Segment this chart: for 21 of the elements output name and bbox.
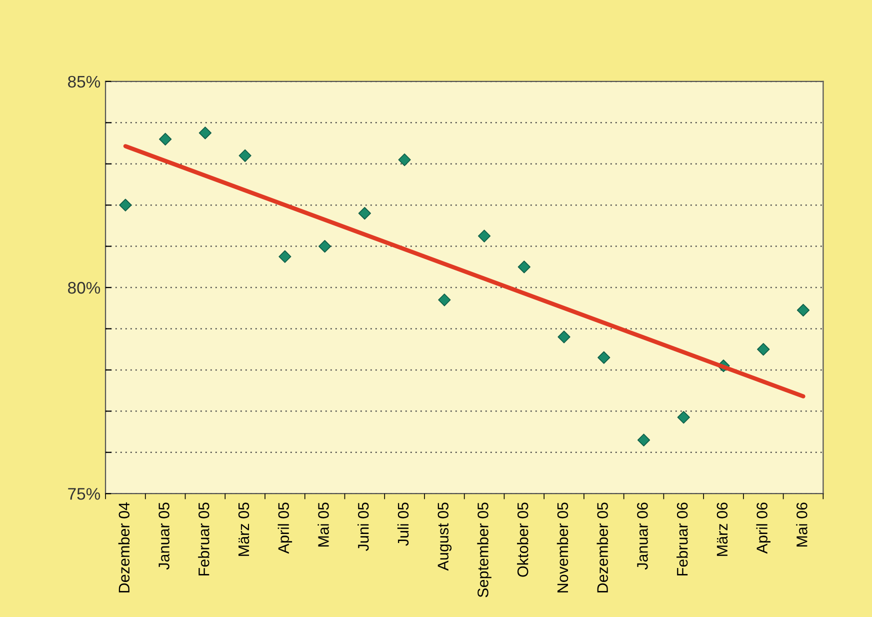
y-tick-label: 80% [68,282,100,294]
x-tick-label: August 05 [438,502,452,571]
x-tick-label: November 05 [556,502,568,592]
x-tick-label: Februar 06 [676,502,688,576]
x-tick-label: Mai 06 [796,502,808,547]
y-tick-label: 75% [68,488,100,500]
x-tick-label: Juli 05 [397,502,409,546]
x-tick-label: Juni 05 [358,502,369,551]
x-tick-label: Januar 06 [637,502,648,570]
x-tick-label: April 06 [756,502,770,554]
x-tick-label: Dezember 04 [118,502,130,592]
y-tick-label: 85% [68,76,100,88]
x-tick-label: April 05 [278,502,292,554]
x-tick-label: Dezember 05 [596,502,608,592]
x-tick-label: März 06 [716,502,728,556]
x-tick-label: Januar 05 [158,502,170,570]
x-tick-label: Februar 05 [198,502,210,576]
x-tick-label: Oktober 05 [517,502,528,577]
x-tick-label: Mai 05 [318,502,329,547]
x-tick-label: September 05 [477,502,492,598]
x-tick-label: März 05 [238,502,250,556]
